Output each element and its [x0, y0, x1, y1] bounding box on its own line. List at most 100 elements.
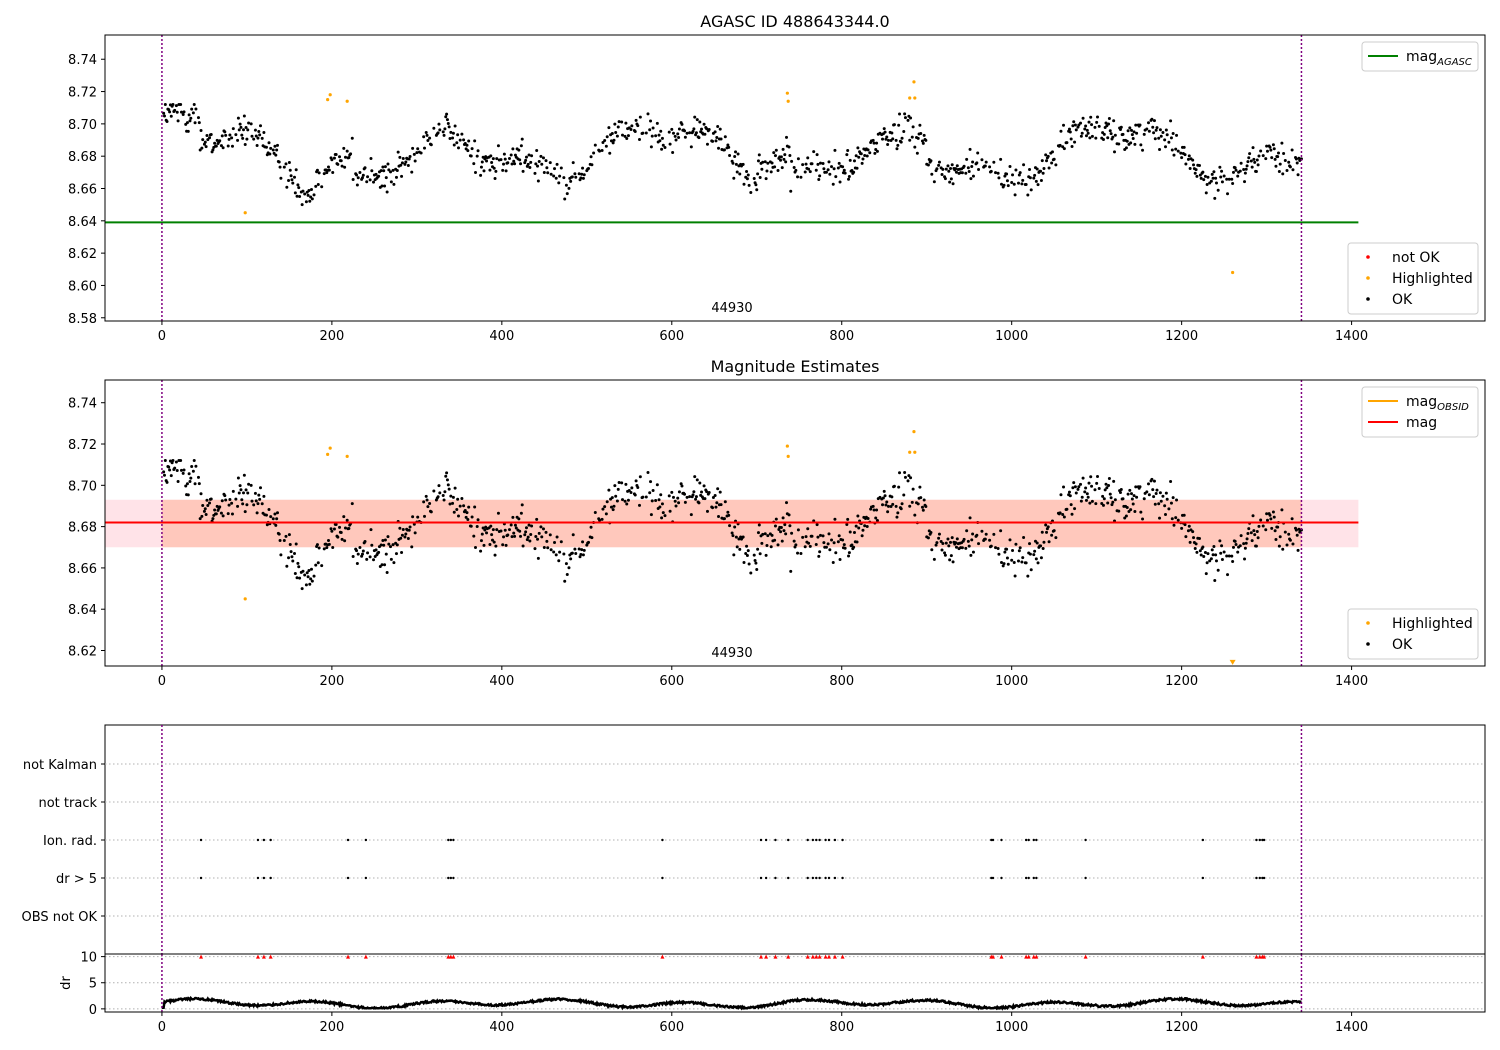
middle-panel-ok-point — [187, 472, 191, 476]
middle-panel-ok-point — [937, 532, 941, 536]
middle-panel-ok-point — [796, 551, 800, 555]
middle-panel-ok-point — [1011, 549, 1015, 553]
top-panel-ok-point — [511, 147, 515, 151]
middle-panel-ok-point — [908, 504, 912, 508]
middle-panel-ok-point — [1039, 544, 1043, 548]
top-panel-ok-point — [582, 173, 586, 177]
middle-panel-ok-point — [1247, 527, 1251, 531]
middle-panel-ok-point — [517, 517, 521, 521]
top-panel-ok-point — [1113, 150, 1117, 154]
middle-panel-ok-point — [794, 543, 798, 547]
top-panel-ytick-label: 8.72 — [68, 86, 97, 101]
top-panel-ok-point — [620, 120, 624, 124]
middle-panel-ytick-label: 8.72 — [68, 438, 97, 453]
middle-panel-ok-point — [799, 552, 803, 556]
top-panel-ok-point — [548, 161, 552, 165]
middle-panel-ok-point — [361, 549, 365, 553]
middle-panel-ok-point — [1145, 490, 1149, 494]
dr-panel-xtick-label: 600 — [659, 1020, 684, 1035]
middle-panel-ok-point — [715, 501, 719, 505]
top-panel-ok-point — [273, 144, 277, 148]
top-panel-ok-point — [1265, 144, 1269, 148]
top-panel-ok-point — [466, 149, 470, 153]
top-panel-ok-point — [683, 135, 687, 139]
top-panel-legend-lower-swatch — [1366, 276, 1370, 280]
top-panel-ok-point — [781, 147, 785, 151]
middle-panel-ok-point — [1272, 515, 1276, 519]
top-panel-ok-point — [1102, 132, 1106, 136]
top-panel-ok-point — [510, 162, 514, 166]
top-panel-ok-point — [355, 173, 359, 177]
middle-panel-ok-point — [789, 569, 793, 573]
top-panel-ok-point — [521, 169, 525, 173]
top-panel-ok-point — [1171, 132, 1175, 136]
top-panel-ok-point — [239, 125, 243, 129]
top-panel-ok-point — [400, 174, 404, 178]
top-panel-ok-point — [300, 203, 304, 207]
top-panel-ok-point — [479, 173, 483, 177]
middle-panel-ok-point — [1132, 494, 1136, 498]
top-panel-ok-point — [269, 146, 273, 150]
middle-panel-ok-point — [1150, 477, 1154, 481]
top-panel-ok-point — [940, 173, 944, 177]
top-panel-ok-point — [626, 134, 630, 138]
middle-panel-ok-point — [199, 492, 203, 496]
middle-panel-ok-point — [677, 490, 681, 494]
middle-panel-ok-point — [537, 531, 541, 535]
middle-panel-legend-upper-frame — [1361, 386, 1479, 438]
top-panel-ok-point — [1274, 164, 1278, 168]
flag-point — [811, 876, 815, 880]
middle-panel-ok-point — [179, 468, 183, 472]
top-panel-ok-point — [187, 113, 191, 117]
middle-panel-ok-point — [885, 500, 889, 504]
middle-panel-ok-point — [902, 493, 906, 497]
middle-panel-ok-point — [1002, 562, 1006, 566]
top-panel-ok-point — [549, 172, 553, 176]
top-panel-ok-point — [194, 107, 198, 111]
top-panel-ok-point — [552, 174, 556, 178]
top-panel-ok-point — [580, 172, 584, 176]
middle-panel-ok-point — [525, 538, 529, 542]
top-panel-ok-point — [1230, 177, 1234, 181]
middle-panel-ok-point — [726, 510, 730, 514]
middle-panel-ok-point — [760, 541, 764, 545]
top-panel-ok-point — [257, 130, 261, 134]
middle-panel-ok-point — [292, 551, 296, 555]
middle-panel-ok-point — [1108, 492, 1112, 496]
top-panel-ok-point — [1165, 133, 1169, 137]
middle-panel-ok-point — [558, 550, 562, 554]
middle-panel-highlighted-point — [243, 597, 247, 601]
top-panel-ok-point — [897, 123, 901, 127]
middle-panel-ok-point — [646, 471, 650, 475]
top-panel-ok-point — [886, 138, 890, 142]
middle-panel-ok-point — [1295, 533, 1299, 537]
middle-panel-ok-point — [169, 474, 173, 478]
top-panel-ok-point — [432, 126, 436, 130]
middle-panel-ok-point — [1285, 543, 1289, 547]
middle-panel-xtick-label: 800 — [829, 674, 854, 689]
top-panel-ok-point — [1153, 137, 1157, 141]
middle-panel-ok-point — [613, 484, 617, 488]
top-panel-ok-point — [736, 152, 740, 156]
flag-point — [661, 838, 664, 842]
top-panel-ok-point — [649, 119, 653, 123]
top-panel-ok-point — [403, 162, 407, 166]
middle-panel-ok-point — [445, 478, 449, 482]
top-panel-ok-point — [906, 118, 910, 122]
middle-panel-ok-point — [1220, 558, 1224, 562]
middle-panel-ok-point — [1210, 548, 1214, 552]
top-panel-ok-point — [236, 138, 240, 142]
top-panel-ok-point — [673, 134, 677, 138]
top-panel-ok-point — [609, 139, 613, 143]
top-panel-ok-point — [1070, 145, 1074, 149]
top-panel-ok-point — [559, 166, 563, 170]
top-panel-ok-point — [491, 157, 495, 161]
top-panel-ok-point — [502, 152, 506, 156]
middle-panel-ok-point — [342, 515, 346, 519]
middle-panel-ok-point — [394, 552, 398, 556]
middle-panel-ok-point — [911, 487, 915, 491]
middle-panel-ok-point — [475, 524, 479, 528]
middle-panel-ok-point — [1123, 516, 1127, 520]
top-panel-ok-point — [1231, 182, 1235, 186]
